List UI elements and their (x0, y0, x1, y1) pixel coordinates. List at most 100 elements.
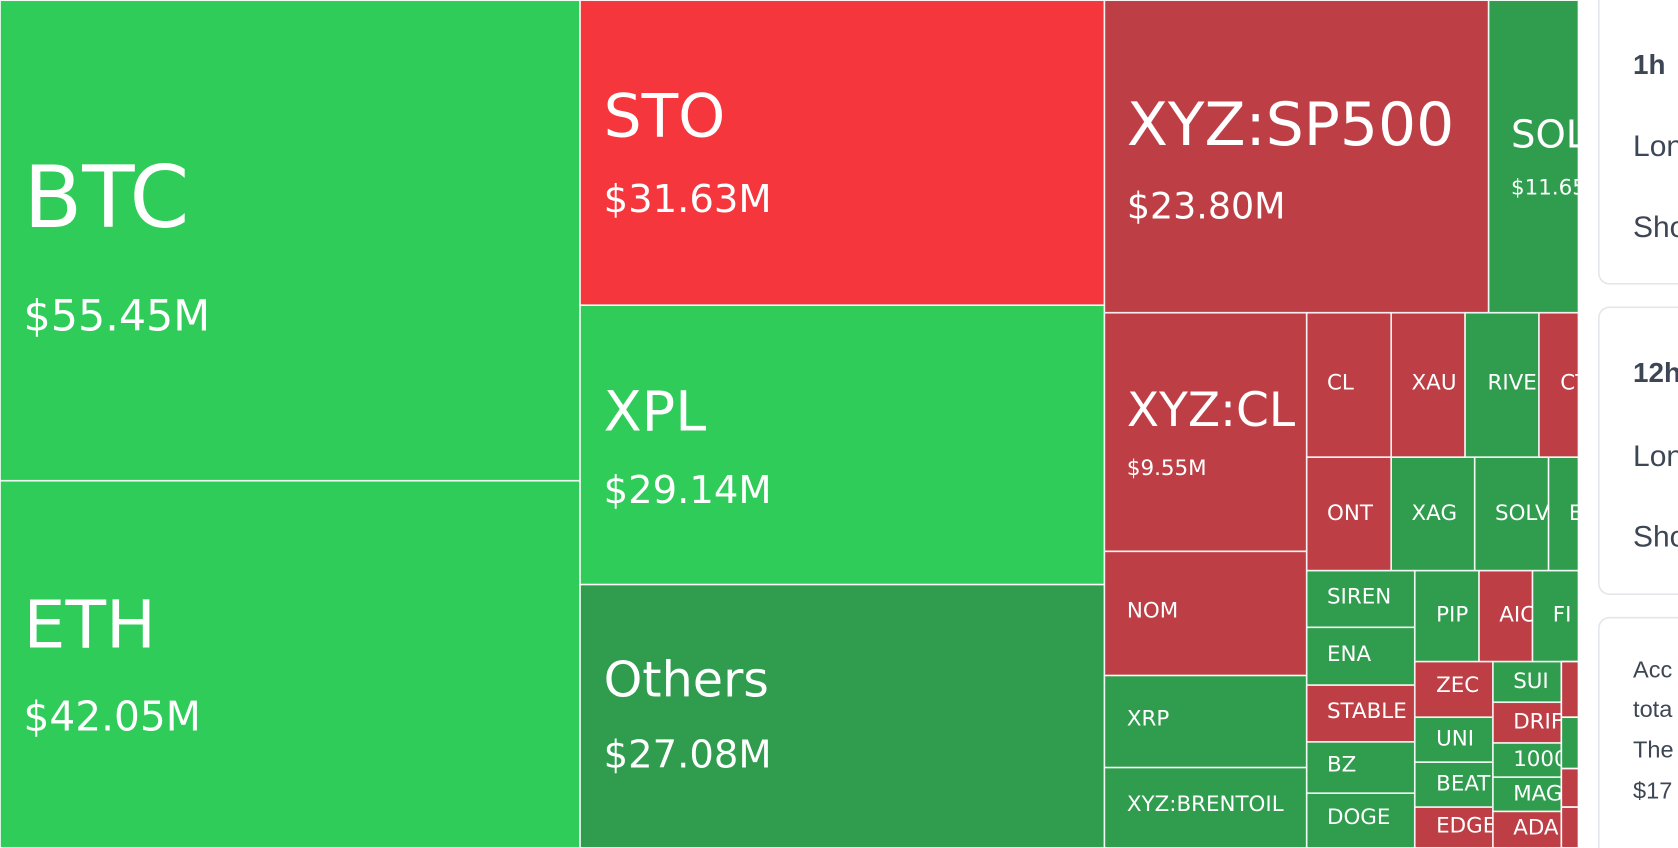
tile[interactable]: ETH $42.05M (0, 480, 581, 848)
tile-label: ENA (1327, 642, 1372, 667)
card-text: Acc (1633, 656, 1672, 682)
tile-rect (1414, 570, 1479, 662)
tile-value: $11.65 (1511, 176, 1586, 201)
tile-sliver (1560, 806, 1580, 848)
tile-label: DOGE (1327, 805, 1390, 830)
tile[interactable]: BEAT (1414, 762, 1493, 808)
tile-value: $27.08M (604, 732, 772, 777)
tile-rect (0, 0, 581, 481)
tile[interactable]: CT (1538, 312, 1589, 458)
card-text: Lon (1633, 130, 1678, 163)
tile[interactable]: DOGE (1306, 793, 1415, 848)
tile-label: 1000 (1513, 747, 1567, 772)
tile[interactable]: SOL $11.65 (1488, 0, 1588, 313)
tile-sliver (1560, 767, 1580, 808)
tile[interactable]: RIVE (1465, 312, 1539, 458)
tile[interactable]: XAG (1391, 457, 1475, 571)
tile-label: XPL (604, 380, 707, 445)
tile-rect (1548, 457, 1579, 571)
tile-label: UNI (1436, 727, 1474, 752)
tile[interactable]: CL (1306, 312, 1392, 458)
tile-rect (1492, 702, 1562, 743)
tile-rect (1465, 312, 1539, 458)
tile-label: ETH (24, 586, 156, 664)
tile-rect (1414, 762, 1493, 808)
tile-label: E (1569, 501, 1583, 526)
tile-rect (580, 0, 1105, 306)
tile-label: CL (1327, 370, 1354, 395)
tile[interactable]: BTC $55.45M (0, 0, 581, 481)
tile[interactable]: ENA (1306, 627, 1415, 686)
tile-rect (1306, 793, 1415, 848)
tile-rect (1492, 742, 1562, 778)
tile[interactable]: XYZ:SP500 $23.80M (1104, 0, 1489, 313)
tile-rect (1391, 457, 1475, 571)
tile-label: RIVE (1488, 370, 1537, 395)
tile-rect (0, 480, 581, 848)
tile-rect (1306, 685, 1415, 742)
tile-sliver (1560, 716, 1580, 770)
tile[interactable]: STO $31.63M (580, 0, 1105, 306)
tile-label: SUI (1513, 669, 1549, 694)
tile-value: $23.80M (1127, 184, 1286, 227)
tile-label: DRIF (1513, 710, 1563, 735)
tile[interactable]: XYZ:CL $9.55M (1104, 312, 1307, 552)
tile-rect (1488, 0, 1579, 313)
tile-label: FI (1553, 603, 1572, 628)
tile[interactable]: STABLE (1306, 685, 1415, 742)
tile[interactable]: ADA (1492, 811, 1562, 848)
tile-label: CT (1560, 370, 1589, 395)
card-text: tota (1633, 696, 1673, 722)
tile[interactable]: BZ (1306, 741, 1415, 794)
tile-rect (1414, 717, 1493, 763)
tile-label: BTC (24, 149, 190, 248)
tile-rect (1414, 661, 1493, 718)
tile-value: $9.55M (1127, 456, 1207, 481)
tile-label: BEAT (1436, 772, 1491, 797)
tile-rect (1474, 457, 1549, 571)
tile-rect (1306, 312, 1392, 458)
tile[interactable]: EDGE (1414, 807, 1496, 848)
tile[interactable]: ZEC (1414, 661, 1493, 718)
tile[interactable]: E (1548, 457, 1583, 571)
tile[interactable]: SIREN (1306, 570, 1415, 628)
tile[interactable]: 1000 (1492, 742, 1568, 778)
tile-label: ADA (1513, 816, 1559, 841)
tile[interactable]: NOM (1104, 551, 1307, 676)
tile[interactable]: XPL $29.14M (580, 305, 1105, 585)
tile-label: ZEC (1436, 673, 1479, 698)
tile[interactable]: DRIF (1492, 702, 1563, 743)
tile[interactable]: SOLV (1474, 457, 1550, 571)
tile-rect (580, 584, 1105, 848)
tile-value: $42.05M (24, 692, 201, 740)
tile[interactable]: PIP (1414, 570, 1479, 662)
tile-rect (1104, 675, 1307, 768)
tile[interactable]: XRP (1104, 675, 1307, 768)
tile-label: MAG (1513, 781, 1562, 806)
tile-label: XAU (1412, 370, 1457, 395)
tile-rect (1492, 811, 1562, 848)
tile-value: $55.45M (24, 292, 211, 342)
tile[interactable]: XYZ:BRENTOIL (1104, 767, 1307, 848)
card-title: 12h (1633, 357, 1678, 388)
tile[interactable]: AIC (1478, 570, 1535, 662)
tile-rect (1414, 807, 1493, 848)
tile[interactable]: Others $27.08M (580, 584, 1105, 848)
tile[interactable]: SUI (1492, 661, 1562, 703)
tile-label: STO (604, 82, 726, 152)
tile[interactable]: XAU (1391, 312, 1466, 458)
tile[interactable]: MAG (1492, 777, 1563, 812)
tile[interactable]: FI (1532, 570, 1579, 662)
sidebar-cards: 1h Lon Sho 12h Lon Sho Acc tota The $17 (1598, 0, 1678, 848)
tile-rect (1532, 570, 1579, 662)
treemap: BTC $55.45M ETH $42.05M STO $31.63M XPL $29.14M… (0, 0, 1589, 848)
card (1598, 0, 1678, 285)
tile-label: BZ (1327, 752, 1356, 777)
tile-label: XYZ:CL (1127, 383, 1295, 438)
tile[interactable]: ONT (1306, 457, 1392, 571)
card-title: 1h (1633, 49, 1665, 80)
tile[interactable]: UNI (1414, 717, 1493, 763)
tile-rect (1492, 661, 1562, 703)
